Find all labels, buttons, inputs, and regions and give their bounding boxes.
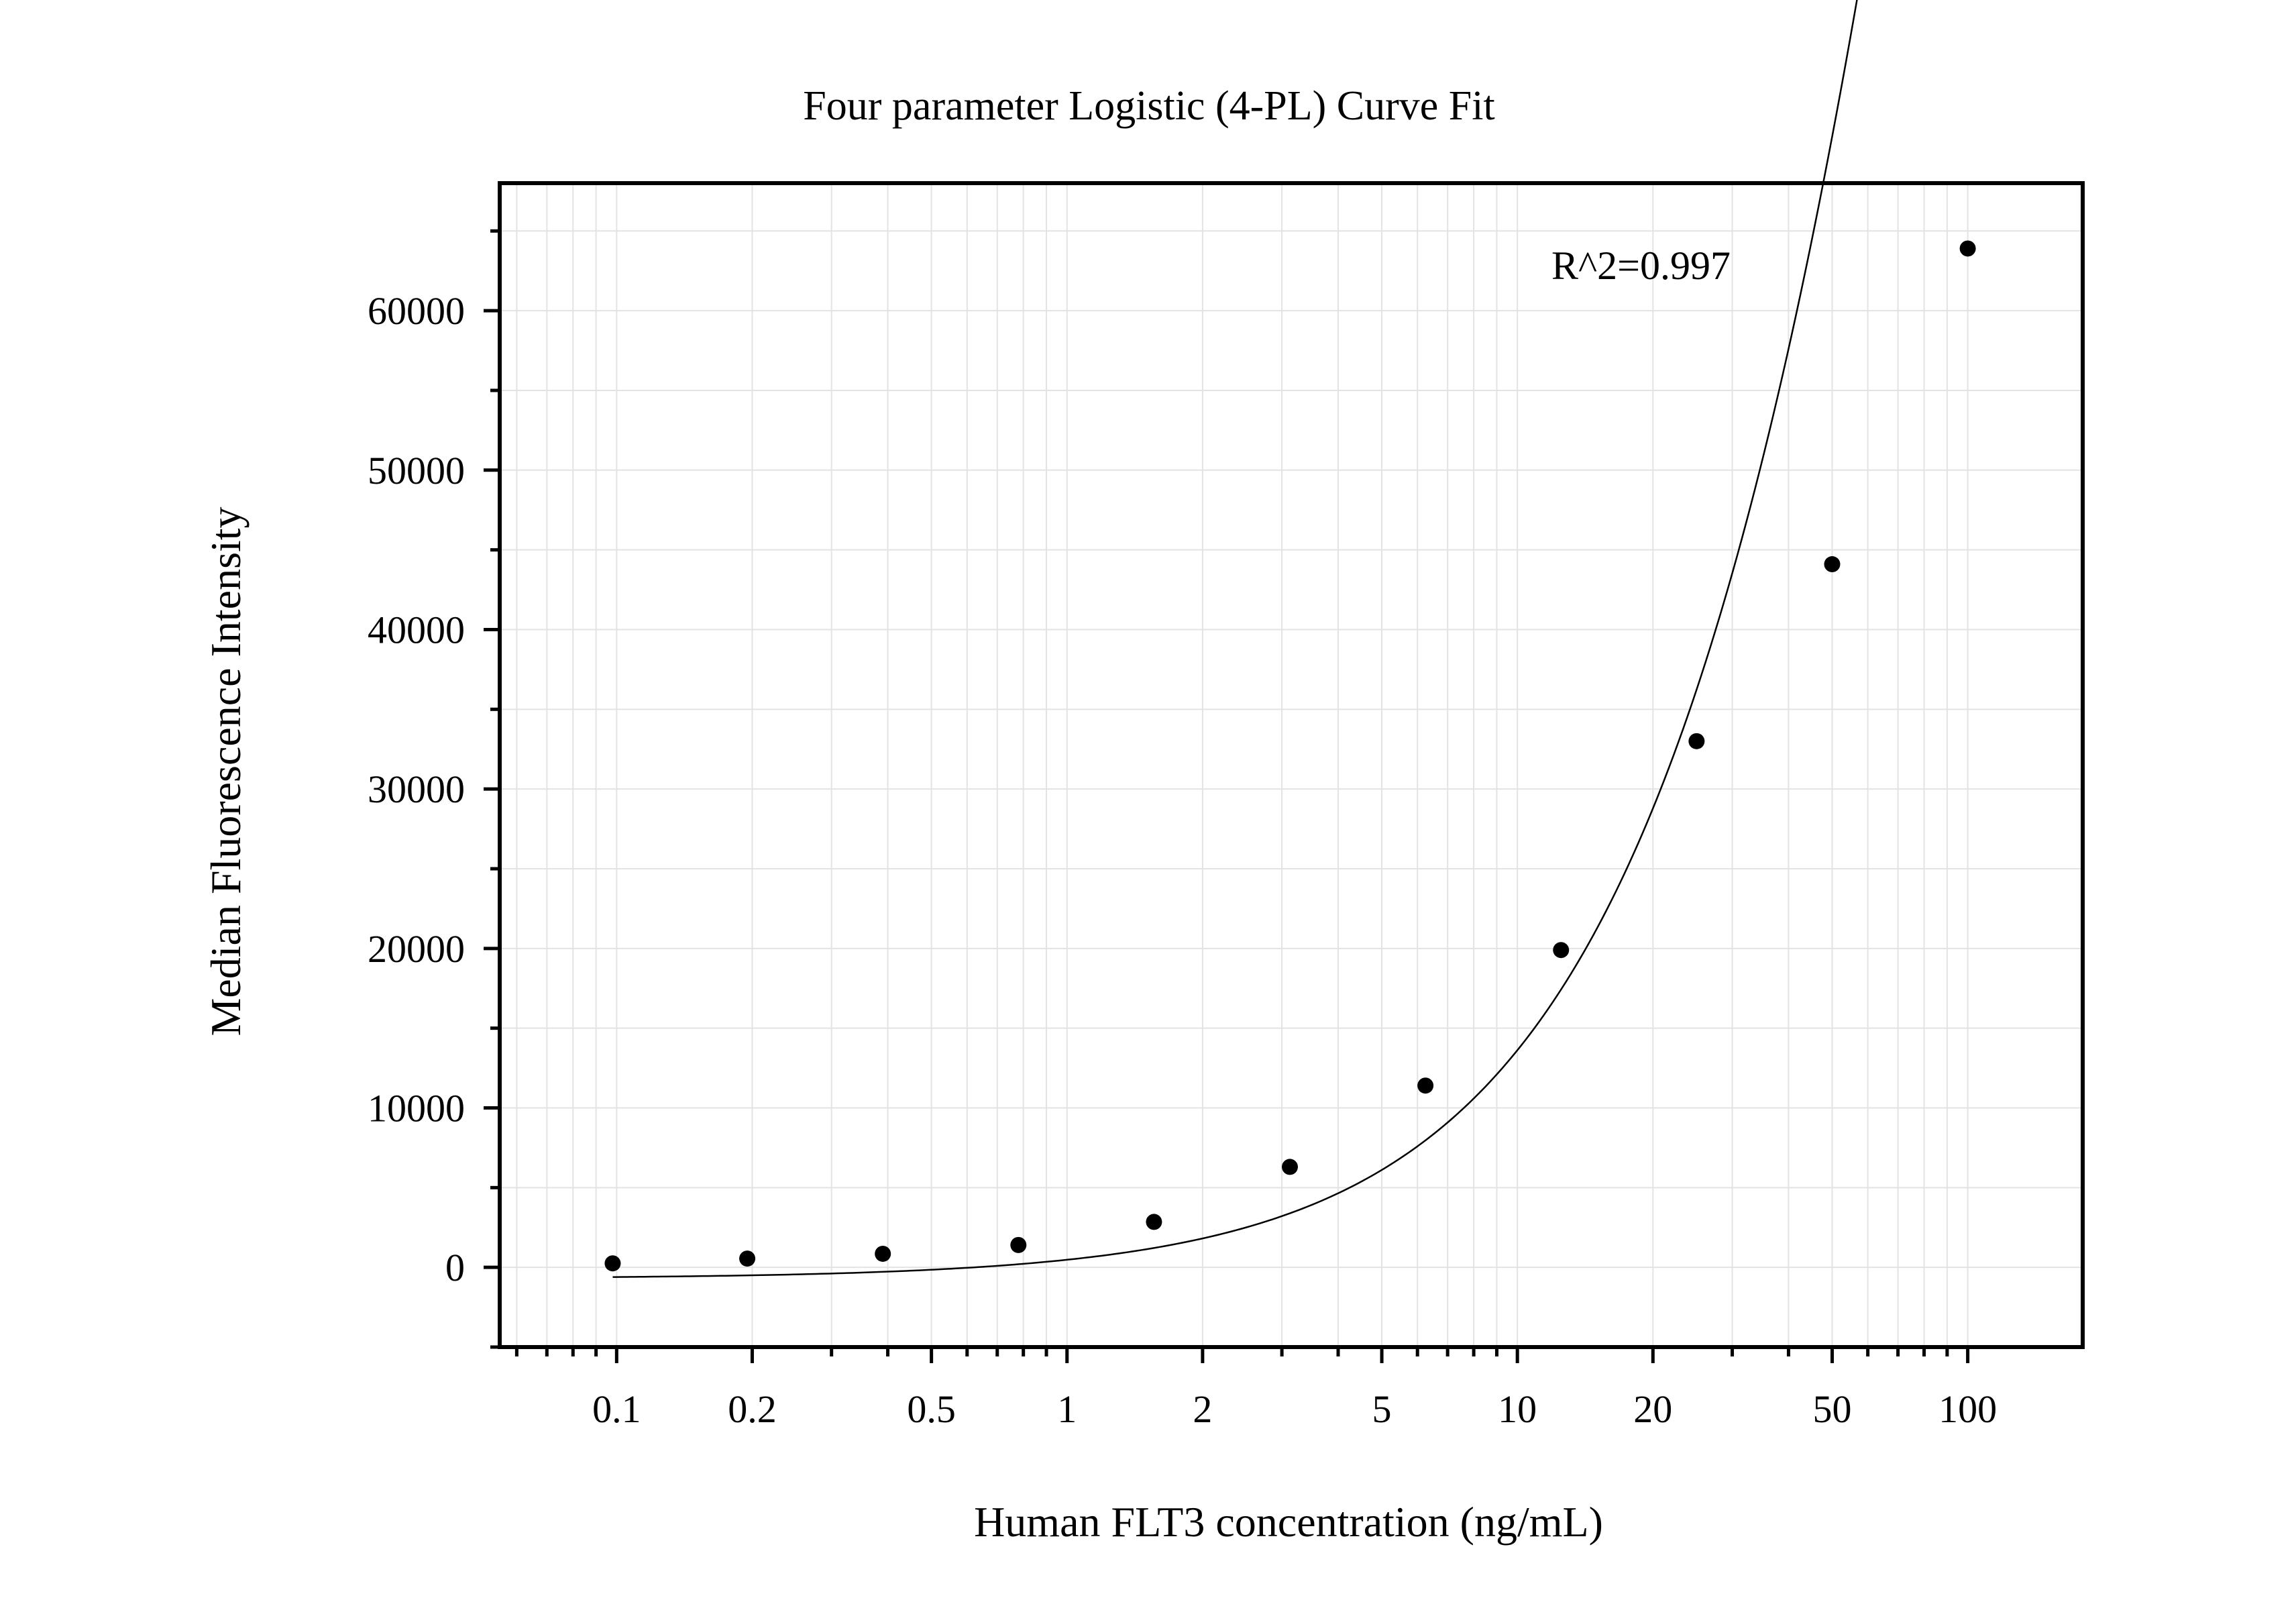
y-tick-label: 30000 bbox=[368, 767, 465, 811]
y-tick-label: 10000 bbox=[368, 1086, 465, 1130]
data-point bbox=[1959, 240, 1976, 257]
data-point bbox=[1553, 942, 1570, 959]
y-tick-label: 20000 bbox=[368, 927, 465, 971]
y-tick-label: 50000 bbox=[368, 449, 465, 492]
x-axis-label: Human FLT3 concentration (ng/mL) bbox=[974, 1498, 1603, 1546]
x-tick-label: 100 bbox=[1938, 1387, 1997, 1431]
y-tick-label: 60000 bbox=[368, 289, 465, 333]
x-tick-label: 20 bbox=[1633, 1387, 1672, 1431]
data-point bbox=[1824, 556, 1841, 573]
y-tick-label: 40000 bbox=[368, 608, 465, 651]
x-tick-label: 0.2 bbox=[728, 1387, 777, 1431]
y-axis-label: Median Fluorescence Intensity bbox=[202, 506, 250, 1036]
x-tick-label: 2 bbox=[1193, 1387, 1212, 1431]
data-point bbox=[1417, 1077, 1434, 1094]
x-tick-labels: 0.1 0.2 0.5 1 2 5 10 20 50 100 bbox=[592, 1387, 1997, 1431]
grid-lines bbox=[500, 183, 2083, 1348]
x-tick-label: 1 bbox=[1057, 1387, 1077, 1431]
fit-curve-layer bbox=[612, 0, 1858, 1278]
r-squared-annotation: R^2=0.997 bbox=[1551, 244, 1731, 288]
chart-title: Four parameter Logistic (4-PL) Curve Fit bbox=[803, 83, 1494, 129]
plot-frame bbox=[498, 181, 2085, 1349]
data-point bbox=[604, 1255, 621, 1272]
x-tick-label: 0.1 bbox=[592, 1387, 641, 1431]
data-point bbox=[1688, 733, 1705, 749]
x-tick-label: 5 bbox=[1372, 1387, 1392, 1431]
data-point bbox=[875, 1245, 891, 1262]
x-tick-label: 0.5 bbox=[907, 1387, 956, 1431]
y-tick-label: 0 bbox=[445, 1246, 465, 1289]
data-point bbox=[1282, 1159, 1299, 1175]
data-point bbox=[1146, 1214, 1162, 1230]
data-point bbox=[739, 1250, 756, 1267]
axis-ticks bbox=[484, 229, 1970, 1363]
x-tick-label: 10 bbox=[1498, 1387, 1537, 1431]
y-tick-labels: 0 10000 20000 30000 40000 50000 60000 bbox=[368, 289, 465, 1289]
x-tick-label: 50 bbox=[1812, 1387, 1851, 1431]
data-point bbox=[1010, 1236, 1027, 1253]
fit-curve bbox=[612, 0, 1858, 1278]
data-points bbox=[604, 240, 1976, 1272]
